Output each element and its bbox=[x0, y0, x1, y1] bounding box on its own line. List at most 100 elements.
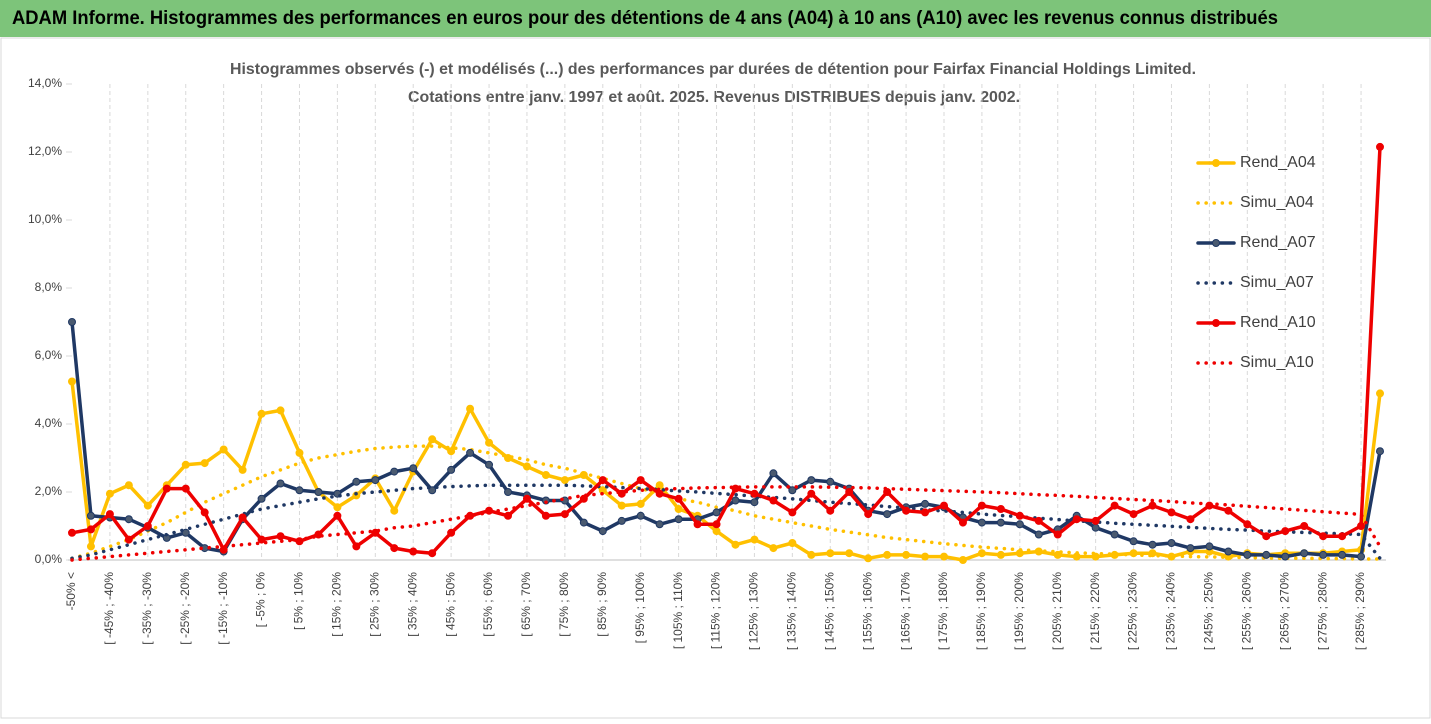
data-point bbox=[807, 550, 816, 559]
data-point bbox=[409, 547, 418, 556]
chart-subtitle: Histogrammes observés (-) et modélisés (… bbox=[230, 61, 1196, 78]
data-point bbox=[105, 510, 114, 519]
data-point bbox=[1072, 515, 1081, 524]
data-point bbox=[826, 506, 835, 515]
data-point bbox=[181, 528, 190, 537]
data-point bbox=[560, 510, 569, 519]
legend-label: Simu_A07 bbox=[1240, 274, 1314, 291]
x-tick-label: [ 5% ; 10% bbox=[292, 572, 306, 630]
data-point bbox=[257, 409, 266, 418]
data-point bbox=[276, 406, 285, 415]
data-point bbox=[219, 445, 228, 454]
x-tick-label: [ 125% ; 130% bbox=[747, 572, 761, 650]
data-point bbox=[333, 511, 342, 520]
data-point bbox=[1338, 550, 1347, 559]
data-point bbox=[428, 549, 437, 558]
data-point bbox=[674, 505, 683, 513]
data-point bbox=[257, 535, 266, 544]
data-point bbox=[390, 506, 399, 515]
data-point bbox=[1091, 523, 1100, 532]
x-tick-label: [ -15% ; -10% bbox=[216, 572, 230, 645]
data-point bbox=[238, 513, 247, 522]
data-point bbox=[826, 549, 835, 558]
data-point bbox=[731, 540, 740, 549]
data-point bbox=[617, 501, 626, 510]
data-point bbox=[1376, 142, 1384, 151]
data-point bbox=[333, 503, 342, 512]
data-point bbox=[750, 535, 759, 544]
data-point bbox=[1243, 520, 1252, 529]
x-tick-label: [ 15% ; 20% bbox=[330, 572, 344, 637]
x-tick-label: [ 65% ; 70% bbox=[519, 572, 533, 637]
data-point bbox=[731, 496, 740, 505]
data-point bbox=[447, 447, 456, 456]
chart-border bbox=[0, 37, 1431, 719]
data-point bbox=[693, 520, 702, 529]
data-point bbox=[181, 484, 190, 493]
data-point bbox=[105, 489, 114, 498]
data-point bbox=[826, 477, 835, 486]
data-point bbox=[1357, 522, 1366, 530]
data-point bbox=[996, 505, 1005, 513]
data-point bbox=[1034, 530, 1043, 539]
data-point bbox=[636, 476, 645, 485]
data-point bbox=[1015, 520, 1024, 529]
data-point bbox=[162, 484, 171, 493]
data-point bbox=[390, 467, 399, 476]
data-point bbox=[371, 476, 380, 485]
x-tick-label: [ 225% ; 230% bbox=[1126, 572, 1140, 650]
data-point bbox=[86, 542, 95, 551]
data-point bbox=[864, 510, 873, 519]
data-point bbox=[1186, 544, 1195, 553]
x-tick-label: [ 165% ; 170% bbox=[898, 572, 912, 650]
y-tick-label: 0,0% bbox=[35, 552, 63, 566]
legend-label: Rend_A10 bbox=[1240, 314, 1316, 331]
data-point bbox=[940, 501, 948, 510]
legend bbox=[1180, 140, 1340, 385]
x-tick-label: [ 205% ; 210% bbox=[1050, 572, 1064, 650]
data-point bbox=[921, 499, 930, 508]
x-tick-label: -50% < bbox=[64, 572, 78, 610]
data-point bbox=[579, 518, 588, 527]
data-point bbox=[200, 459, 209, 468]
data-point bbox=[674, 494, 683, 503]
data-point bbox=[750, 498, 759, 507]
data-point bbox=[1148, 540, 1157, 549]
data-point bbox=[541, 511, 550, 520]
series-line bbox=[70, 485, 1382, 562]
data-point bbox=[1300, 522, 1309, 530]
data-point bbox=[977, 549, 986, 558]
data-point bbox=[996, 550, 1005, 559]
legend-marker bbox=[1212, 239, 1220, 247]
data-point bbox=[143, 501, 152, 510]
y-tick-label: 6,0% bbox=[35, 348, 63, 362]
data-point bbox=[655, 520, 664, 529]
data-point bbox=[1091, 516, 1100, 525]
x-tick-label: [ -35% ; -30% bbox=[140, 572, 154, 645]
x-tick-label: [ 195% ; 200% bbox=[1012, 572, 1026, 650]
data-point bbox=[409, 464, 418, 473]
x-tick-label: [ -25% ; -20% bbox=[178, 572, 192, 645]
data-point bbox=[1110, 530, 1119, 539]
data-point bbox=[958, 518, 967, 527]
data-point bbox=[1167, 508, 1176, 517]
y-tick-label: 10,0% bbox=[28, 212, 62, 226]
data-point bbox=[902, 550, 911, 559]
data-point bbox=[541, 471, 550, 479]
data-point bbox=[1376, 447, 1384, 456]
data-point bbox=[1053, 550, 1062, 559]
data-point bbox=[447, 465, 456, 474]
data-point bbox=[655, 481, 664, 490]
legend-label: Rend_A07 bbox=[1240, 234, 1316, 251]
data-point bbox=[977, 518, 986, 527]
data-point bbox=[655, 489, 664, 498]
data-point bbox=[788, 508, 797, 517]
series-line bbox=[70, 379, 1382, 562]
x-tick-label: [ 45% ; 50% bbox=[443, 572, 457, 637]
data-point bbox=[1186, 515, 1195, 524]
data-point bbox=[1281, 552, 1290, 561]
data-point bbox=[1167, 539, 1176, 547]
data-point bbox=[940, 552, 948, 561]
data-point bbox=[314, 488, 323, 496]
data-point bbox=[1224, 547, 1233, 556]
